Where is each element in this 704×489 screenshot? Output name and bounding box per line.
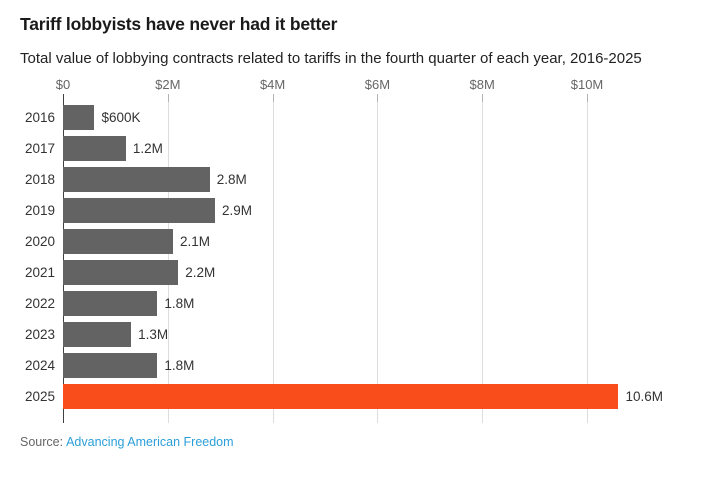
chart-subtitle: Total value of lobbying contracts relate… (20, 50, 642, 67)
bar-2021 (63, 260, 179, 285)
year-label: 2021 (24, 265, 55, 280)
bar-2019 (63, 198, 215, 223)
value-label: 2.8M (216, 172, 247, 187)
axis-tick (167, 94, 169, 102)
year-label: 2017 (24, 141, 55, 156)
year-label: 2019 (24, 203, 55, 218)
bar-2025 (63, 384, 619, 409)
value-label: 2.9M (221, 203, 252, 218)
chart-row: 2023 1.3M (25, 322, 690, 347)
chart-row: 2021 2.2M (25, 260, 690, 285)
axis-tick-label: $4M (259, 77, 286, 92)
axis-tick-label: $10M (570, 77, 604, 92)
year-label: 2022 (24, 296, 55, 311)
chart-row: 2024 1.8M (25, 353, 690, 378)
value-label: 1.8M (164, 358, 195, 373)
chart-row: 2022 1.8M (25, 291, 690, 316)
x-axis: $0 $2M $4M $6M $8M $10M (56, 77, 690, 102)
value-label: 10.6M (625, 389, 663, 404)
bar-2018 (63, 167, 210, 192)
value-label: 1.3M (138, 327, 169, 342)
axis-tick (63, 94, 64, 102)
gridline (377, 102, 379, 423)
axis-tick-label: $0 (55, 77, 71, 92)
plot-area: 2016 $600K 2017 1.2M 2018 2.8M 2019 2.9M 2020 2.1… (25, 102, 690, 423)
axis-tick (482, 94, 484, 102)
bar-2024 (63, 353, 158, 378)
value-label: 1.8M (164, 296, 195, 311)
axis-tick (272, 94, 274, 102)
gridline (272, 102, 274, 423)
value-label: $600K (101, 110, 141, 125)
chart-row: 2025 10.6M (25, 384, 690, 409)
axis-tick-label: $8M (469, 77, 495, 92)
axis-tick-label: $2M (155, 77, 181, 92)
year-label: 2024 (24, 358, 55, 373)
value-label: 2.1M (180, 234, 211, 249)
year-label: 2023 (24, 327, 55, 342)
chart-row: 2016 $600K (25, 105, 690, 130)
gridline (482, 102, 484, 423)
axis-tick (377, 94, 379, 102)
chart-row: 2020 2.1M (25, 229, 690, 254)
source-link[interactable]: Advancing American Freedom (66, 435, 234, 449)
bar-2022 (63, 291, 158, 316)
year-label: 2016 (24, 110, 55, 125)
bar-2023 (63, 322, 132, 347)
year-label: 2018 (24, 172, 55, 187)
value-label: 2.2M (185, 265, 216, 280)
bar-2017 (63, 136, 126, 161)
axis-tick (587, 94, 588, 102)
chart-row: 2017 1.2M (25, 136, 690, 161)
source-label: Source: (20, 435, 64, 449)
year-label: 2025 (24, 389, 55, 404)
axis-tick-label: $6M (364, 77, 391, 92)
bar-2020 (63, 229, 174, 254)
chart-title: Tariff lobbyists have never had it bette… (20, 14, 338, 34)
value-label: 1.2M (132, 141, 163, 156)
source-line: Source: Advancing American Freedom (20, 435, 690, 449)
chart-row: 2019 2.9M (25, 198, 690, 223)
bar-2016 (63, 105, 95, 130)
gridline (587, 102, 588, 423)
chart-row: 2018 2.8M (25, 167, 690, 192)
year-label: 2020 (24, 234, 55, 249)
